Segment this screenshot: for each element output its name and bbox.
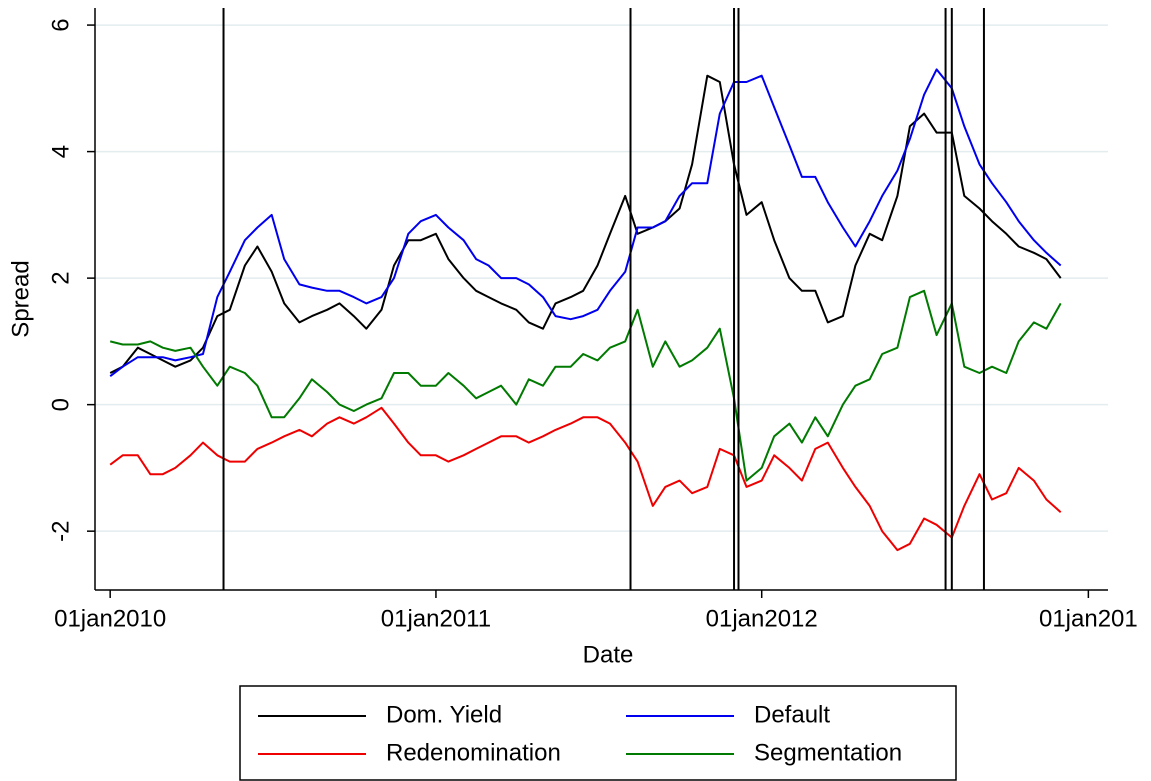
x-tick-label: 01jan2011 <box>381 605 491 632</box>
x-tick-label: 01jan201 <box>1039 605 1138 632</box>
y-tick-label: -2 <box>47 520 74 541</box>
y-tick-label: 0 <box>47 398 74 411</box>
legend-label: Segmentation <box>754 739 902 766</box>
y-tick-label: 4 <box>47 145 74 158</box>
x-axis-label: Date <box>583 641 634 668</box>
legend-label: Dom. Yield <box>386 701 502 728</box>
y-tick-label: 6 <box>47 18 74 31</box>
series-line <box>109 406 1062 552</box>
y-tick-label: 2 <box>47 271 74 284</box>
legend-label: Redenomination <box>386 739 561 766</box>
y-axis-label: Spread <box>7 260 34 337</box>
x-tick-label: 01jan2010 <box>54 605 166 632</box>
x-tick-label: 01jan2012 <box>706 605 818 632</box>
series-line <box>109 74 1062 374</box>
legend-label: Default <box>754 701 830 728</box>
legend-box <box>239 685 957 781</box>
series-line <box>109 289 1062 482</box>
series-line <box>109 68 1062 377</box>
